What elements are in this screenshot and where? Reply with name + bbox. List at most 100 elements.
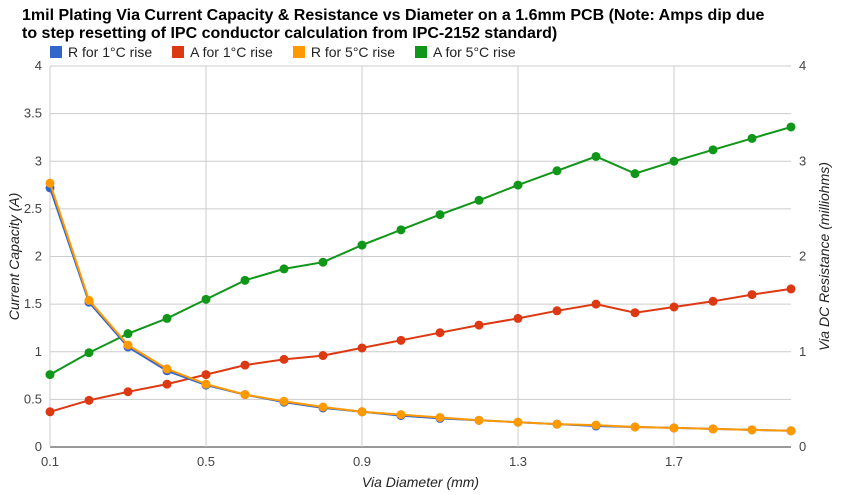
data-point-series-1[interactable] — [162, 379, 172, 389]
data-point-series-1[interactable] — [279, 354, 289, 364]
data-point-series-1[interactable] — [45, 407, 55, 417]
data-point-series-2[interactable] — [279, 396, 289, 406]
y-tick-label-left: 4 — [35, 58, 42, 73]
data-point-series-1[interactable] — [708, 296, 718, 306]
data-point-series-2[interactable] — [318, 402, 328, 412]
chart-title-line-2: to step resetting of IPC conductor calcu… — [22, 25, 558, 42]
legend-swatch — [50, 46, 62, 58]
data-point-series-2[interactable] — [474, 415, 484, 425]
y-tick-label-left: 3 — [35, 153, 42, 168]
data-point-series-3[interactable] — [747, 133, 757, 143]
data-point-series-3[interactable] — [708, 145, 718, 155]
x-tick-label: 0.5 — [197, 454, 215, 469]
series-line-3 — [49, 126, 792, 376]
y-axis-title-right: Via DC Resistance (milliohms) — [816, 162, 832, 351]
data-point-series-2[interactable] — [669, 423, 679, 433]
data-point-series-2[interactable] — [201, 379, 211, 389]
data-point-series-3[interactable] — [162, 313, 172, 323]
series-line-2 — [49, 182, 792, 432]
data-point-series-2[interactable] — [552, 419, 562, 429]
data-point-series-1[interactable] — [552, 306, 562, 316]
data-point-series-3[interactable] — [474, 195, 484, 205]
data-point-series-1[interactable] — [474, 320, 484, 330]
legend-label: A for 5°C rise — [432, 44, 516, 60]
data-point-series-1[interactable] — [396, 335, 406, 345]
data-point-series-3[interactable] — [513, 180, 523, 190]
legend-item-2[interactable]: R for 5°C rise — [292, 44, 395, 60]
data-point-series-2[interactable] — [630, 422, 640, 432]
data-point-series-1[interactable] — [357, 343, 367, 353]
data-point-series-3[interactable] — [786, 122, 796, 132]
data-point-series-3[interactable] — [45, 370, 55, 380]
x-axis-title: Via Diameter (mm) — [362, 474, 479, 490]
chart-title-line-1: 1mil Plating Via Current Capacity & Resi… — [22, 7, 765, 24]
legend-label: A for 1°C rise — [190, 44, 273, 60]
data-point-series-3[interactable] — [240, 275, 250, 285]
data-point-series-2[interactable] — [708, 424, 718, 434]
data-point-series-3[interactable] — [123, 329, 133, 339]
x-tick-label: 1.3 — [509, 454, 527, 469]
data-point-series-2[interactable] — [84, 295, 94, 305]
data-point-series-1[interactable] — [201, 370, 211, 380]
data-point-series-2[interactable] — [786, 426, 796, 436]
legend-item-1[interactable]: A for 1°C rise — [172, 44, 273, 60]
chart-legend: R for 1°C rise A for 1°C rise R for 5°C ri… — [50, 44, 536, 60]
y-tick-label-left: 3.5 — [24, 106, 42, 121]
x-tick-label: 0.9 — [353, 454, 371, 469]
data-point-series-3[interactable] — [435, 210, 445, 220]
data-point-series-3[interactable] — [279, 264, 289, 274]
y-tick-label-left: 1 — [35, 344, 42, 359]
data-point-series-1[interactable] — [123, 387, 133, 397]
data-point-series-1[interactable] — [747, 290, 757, 300]
y-tick-label-right: 2 — [799, 249, 806, 264]
data-point-series-2[interactable] — [435, 412, 445, 422]
data-point-series-2[interactable] — [396, 410, 406, 420]
series-line-0 — [49, 187, 792, 432]
y-axis-title-left: Current Capacity (A) — [6, 193, 22, 321]
data-point-series-1[interactable] — [240, 360, 250, 370]
data-point-series-2[interactable] — [240, 390, 250, 400]
data-point-series-3[interactable] — [357, 240, 367, 250]
data-point-series-3[interactable] — [630, 169, 640, 179]
data-point-series-1[interactable] — [591, 299, 601, 309]
data-point-series-3[interactable] — [84, 348, 94, 358]
y-tick-label-right: 3 — [799, 153, 806, 168]
y-tick-label-left: 1.5 — [24, 296, 42, 311]
x-tick-label: 0.1 — [41, 454, 59, 469]
x-tick-label: 1.7 — [665, 454, 683, 469]
legend-swatch — [292, 46, 305, 58]
data-point-series-1[interactable] — [786, 284, 796, 294]
y-tick-label-right: 1 — [799, 344, 806, 359]
data-point-series-3[interactable] — [552, 166, 562, 176]
data-point-series-2[interactable] — [162, 364, 172, 374]
y-tick-label-right: 0 — [799, 439, 806, 454]
data-point-series-3[interactable] — [201, 294, 211, 304]
data-point-series-2[interactable] — [591, 420, 601, 430]
series-line-1 — [49, 287, 792, 413]
data-point-series-3[interactable] — [669, 156, 679, 166]
data-point-series-2[interactable] — [513, 417, 523, 427]
data-point-series-1[interactable] — [84, 395, 94, 405]
data-point-series-1[interactable] — [435, 328, 445, 338]
data-point-series-2[interactable] — [123, 340, 133, 350]
data-point-series-2[interactable] — [747, 425, 757, 435]
data-point-series-3[interactable] — [396, 225, 406, 235]
data-point-series-1[interactable] — [630, 308, 640, 318]
data-point-series-3[interactable] — [591, 151, 601, 161]
y-tick-label-left: 2 — [35, 249, 42, 264]
y-tick-label-right: 4 — [799, 58, 806, 73]
data-point-series-1[interactable] — [318, 351, 328, 361]
data-point-series-1[interactable] — [669, 302, 679, 312]
legend-item-3[interactable]: A for 5°C rise — [414, 44, 516, 60]
legend-item-0[interactable]: R for 1°C rise — [50, 44, 152, 60]
data-point-series-1[interactable] — [513, 313, 523, 323]
y-tick-label-left: 0.5 — [24, 391, 42, 406]
data-point-series-2[interactable] — [45, 178, 55, 188]
data-point-series-2[interactable] — [357, 407, 367, 417]
legend-swatch — [414, 46, 427, 58]
data-point-series-3[interactable] — [318, 257, 328, 267]
y-tick-label-left: 2.5 — [24, 201, 42, 216]
legend-label: R for 5°C rise — [310, 44, 395, 60]
